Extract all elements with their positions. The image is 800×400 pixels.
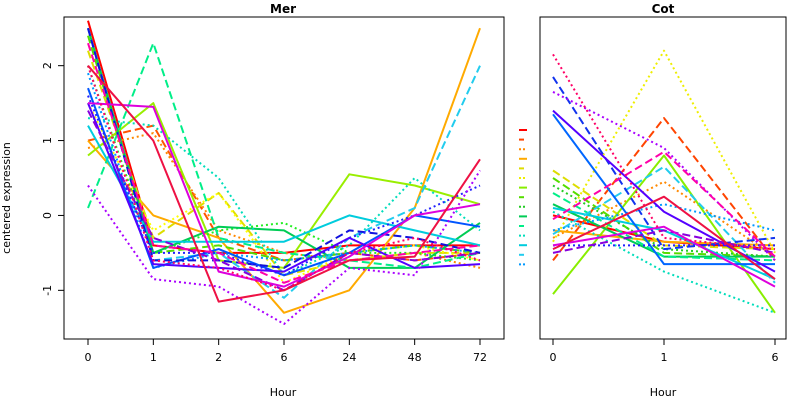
cot-series-line-4 bbox=[552, 229, 776, 247]
cot-series-line-22 bbox=[552, 225, 776, 288]
cot-x-axis: 0 1 6 bbox=[550, 339, 779, 364]
mer-y-axis-label: centered expression bbox=[0, 142, 13, 254]
cot-series-line-17 bbox=[552, 76, 776, 251]
cot-series-line-6 bbox=[552, 49, 776, 254]
cot-series-line-3 bbox=[552, 180, 776, 258]
mer-y-tick-label-0: 0 bbox=[41, 212, 54, 219]
mer-x-tick-label-72: 72 bbox=[473, 351, 487, 364]
mer-series-line-25 bbox=[87, 65, 481, 303]
mer-x-tick-label-48: 48 bbox=[408, 351, 422, 364]
series-legend bbox=[519, 129, 527, 266]
mer-x-tick-label-24: 24 bbox=[342, 351, 356, 364]
cot-series-line-11 bbox=[552, 192, 776, 262]
cot-series-line-21 bbox=[552, 91, 776, 262]
mer-series-line-18 bbox=[87, 95, 481, 277]
mer-series-line-19 bbox=[87, 102, 481, 273]
cot-x-tick-label-0: 0 bbox=[550, 351, 557, 364]
cot-series-line-8 bbox=[552, 177, 776, 258]
mer-series-line-20 bbox=[87, 110, 481, 292]
mer-x-tick-label-6: 6 bbox=[281, 351, 288, 364]
cot-series-line-20 bbox=[552, 229, 776, 254]
cot-x-axis-label: Hour bbox=[650, 386, 677, 399]
cot-series-line-12 bbox=[552, 210, 776, 314]
mer-x-tick-label-0: 0 bbox=[85, 351, 92, 364]
cot-series-layer bbox=[552, 49, 776, 314]
mer-series-line-13 bbox=[87, 125, 481, 247]
mer-series-line-21 bbox=[87, 169, 481, 325]
mer-series-layer bbox=[87, 20, 481, 325]
cot-series-line-23 bbox=[552, 150, 776, 258]
mer-x-axis: 0 1 2 6 24 48 72 bbox=[85, 339, 487, 364]
mer-x-axis-label: Hour bbox=[270, 386, 297, 399]
mer-series-line-5 bbox=[87, 50, 480, 277]
mer-x-tick-label-2: 2 bbox=[215, 351, 222, 364]
cot-series-line-2 bbox=[552, 117, 776, 262]
mer-series-line-3 bbox=[87, 132, 481, 269]
cot-series-line-16 bbox=[552, 113, 775, 266]
cot-plot-frame bbox=[539, 16, 787, 340]
mer-y-tick-label-2: 2 bbox=[41, 62, 54, 69]
cot-title: Cot bbox=[652, 2, 675, 16]
cot-x-tick-label-6: 6 bbox=[772, 351, 779, 364]
cot-x-tick-label-1: 1 bbox=[661, 351, 668, 364]
mer-y-axis: -1 0 1 2 bbox=[41, 62, 64, 296]
mer-series-line-23 bbox=[87, 42, 481, 284]
cot-series-line-7 bbox=[552, 154, 776, 314]
cot-series-line-14 bbox=[552, 165, 776, 284]
mer-x-tick-label-1: 1 bbox=[150, 351, 157, 364]
mer-y-tick-label-1: 1 bbox=[41, 137, 54, 144]
mer-y-tick-label--1: -1 bbox=[41, 285, 54, 296]
cot-series-line-25 bbox=[552, 195, 776, 280]
panel-mer: Mer 0 1 2 6 24 48 72 -1 0 1 2 Hour centered expre… bbox=[0, 2, 505, 399]
panel-cot: Cot 0 1 6 Hour bbox=[539, 2, 787, 399]
cot-series-line-24 bbox=[552, 53, 776, 251]
mer-series-line-22 bbox=[87, 102, 481, 288]
mer-title: Mer bbox=[270, 2, 296, 16]
